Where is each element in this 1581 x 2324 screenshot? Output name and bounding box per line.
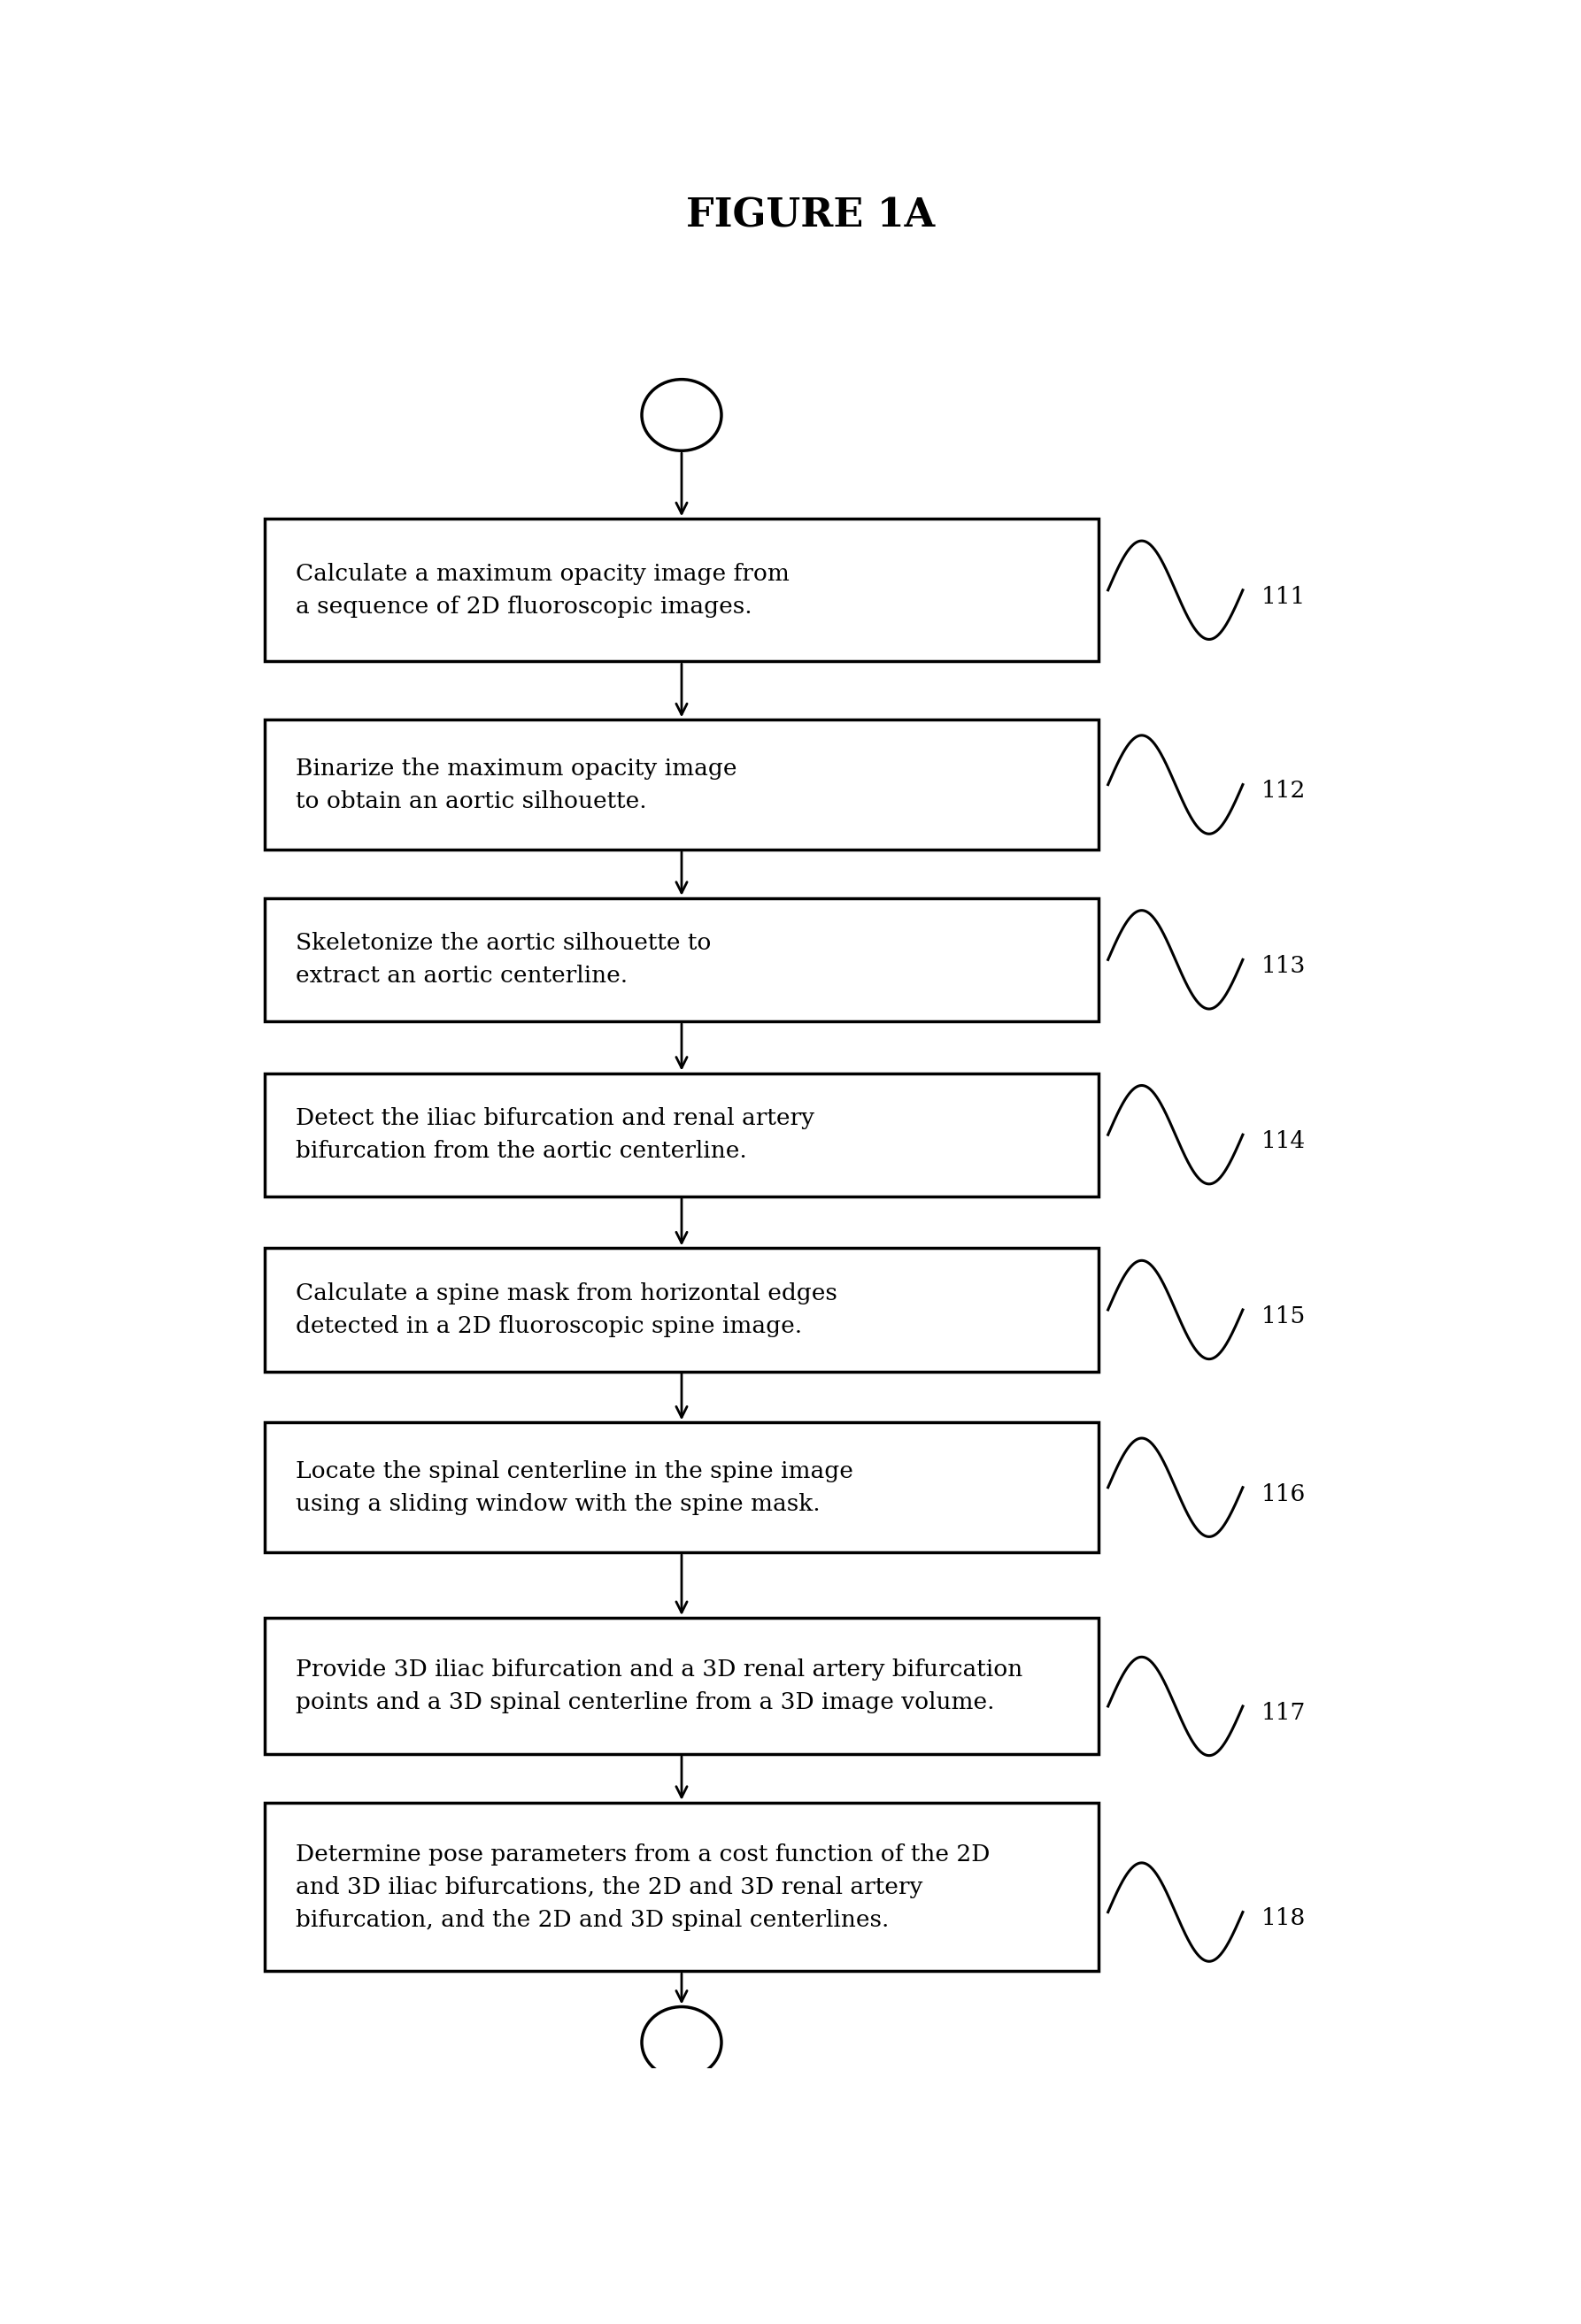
Bar — [266, 1422, 1099, 1552]
Text: Skeletonize the aortic silhouette to
extract an aortic centerline.: Skeletonize the aortic silhouette to ext… — [296, 932, 711, 988]
Bar — [266, 897, 1099, 1020]
Text: 116: 116 — [1262, 1483, 1306, 1506]
Text: 111: 111 — [1262, 586, 1306, 607]
Bar — [266, 518, 1099, 662]
Bar — [266, 1618, 1099, 1755]
Text: 117: 117 — [1262, 1701, 1306, 1724]
Bar — [266, 1074, 1099, 1197]
Text: Detect the iliac bifurcation and renal artery
bifurcation from the aortic center: Detect the iliac bifurcation and renal a… — [296, 1106, 814, 1162]
Bar — [266, 1248, 1099, 1371]
Text: Binarize the maximum opacity image
to obtain an aortic silhouette.: Binarize the maximum opacity image to ob… — [296, 758, 737, 811]
Text: 112: 112 — [1262, 781, 1306, 802]
Text: Calculate a maximum opacity image from
a sequence of 2D fluoroscopic images.: Calculate a maximum opacity image from a… — [296, 562, 789, 618]
Text: 118: 118 — [1262, 1908, 1306, 1929]
Text: Provide 3D iliac bifurcation and a 3D renal artery bifurcation
points and a 3D s: Provide 3D iliac bifurcation and a 3D re… — [296, 1659, 1023, 1713]
Bar — [266, 720, 1099, 851]
Text: 114: 114 — [1262, 1129, 1306, 1153]
Text: Determine pose parameters from a cost function of the 2D
and 3D iliac bifurcatio: Determine pose parameters from a cost fu… — [296, 1843, 990, 1931]
Text: Calculate a spine mask from horizontal edges
detected in a 2D fluoroscopic spine: Calculate a spine mask from horizontal e… — [296, 1283, 838, 1336]
Bar — [266, 1803, 1099, 1971]
Text: Locate the spinal centerline in the spine image
using a sliding window with the : Locate the spinal centerline in the spin… — [296, 1459, 854, 1515]
Text: FIGURE 1A: FIGURE 1A — [686, 198, 934, 235]
Text: 113: 113 — [1262, 955, 1306, 976]
Text: 115: 115 — [1262, 1306, 1306, 1327]
